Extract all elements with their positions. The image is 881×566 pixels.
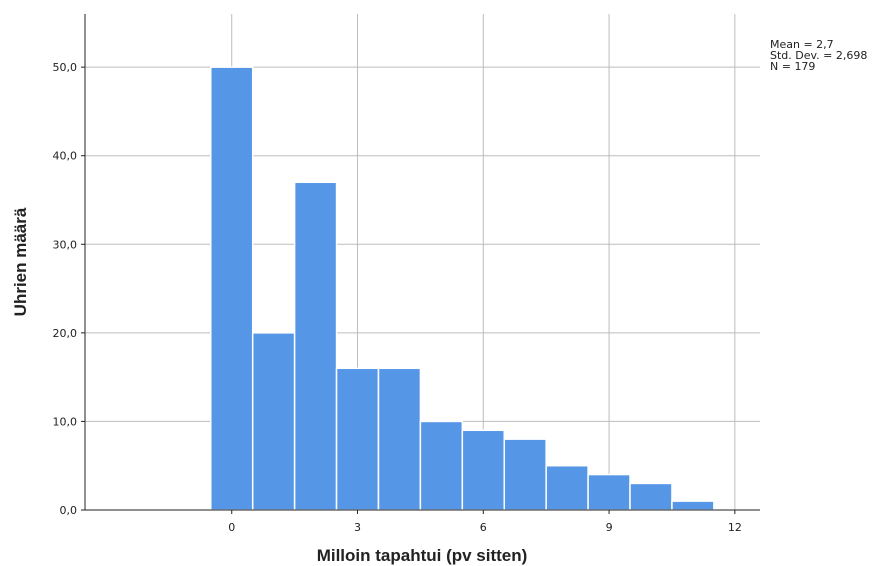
x-tick-label-2: 6 xyxy=(480,521,487,534)
histogram-bar-7 xyxy=(503,438,547,511)
x-tick-label-0: 0 xyxy=(228,521,235,534)
histogram-bar-1 xyxy=(251,332,296,511)
y-tick-label-0: 0,0 xyxy=(60,504,78,517)
x-tick-label-4: 12 xyxy=(728,521,742,534)
histogram-bar-3 xyxy=(335,367,380,511)
histogram-bar-6 xyxy=(461,429,506,511)
histogram-bar-0 xyxy=(210,66,254,511)
y-tick-label-3: 30,0 xyxy=(53,238,78,251)
histogram-bar-8 xyxy=(545,464,589,511)
histogram-bar-9 xyxy=(587,473,631,511)
y-axis-title: Uhrien määrä xyxy=(11,207,30,316)
x-tick-label-3: 9 xyxy=(606,521,613,534)
y-tick-label-4: 40,0 xyxy=(53,150,78,163)
y-tick-label-2: 20,0 xyxy=(53,327,78,340)
stats-line-2: N = 179 xyxy=(770,60,815,73)
histogram-bars xyxy=(210,66,715,511)
stats-line-1: Std. Dev. = 2,698 xyxy=(770,49,867,62)
histogram-bar-5 xyxy=(419,420,464,511)
x-tick-label-1: 3 xyxy=(354,521,361,534)
y-tick-label-5: 50,0 xyxy=(53,61,78,74)
histogram-bar-2 xyxy=(293,181,338,511)
axes xyxy=(81,14,760,514)
y-tick-label-1: 10,0 xyxy=(53,415,78,428)
histogram-bar-10 xyxy=(629,482,673,511)
histogram-bar-4 xyxy=(377,367,422,511)
y-tick-labels: 0,0 10,0 20,0 30,0 40,0 50,0 xyxy=(53,61,78,517)
x-tick-labels: 0 3 6 9 12 xyxy=(228,521,742,534)
x-axis-title: Milloin tapahtui (pv sitten) xyxy=(317,546,528,565)
histogram-bar-11 xyxy=(671,500,715,511)
stats-line-0: Mean = 2,7 xyxy=(770,38,834,51)
